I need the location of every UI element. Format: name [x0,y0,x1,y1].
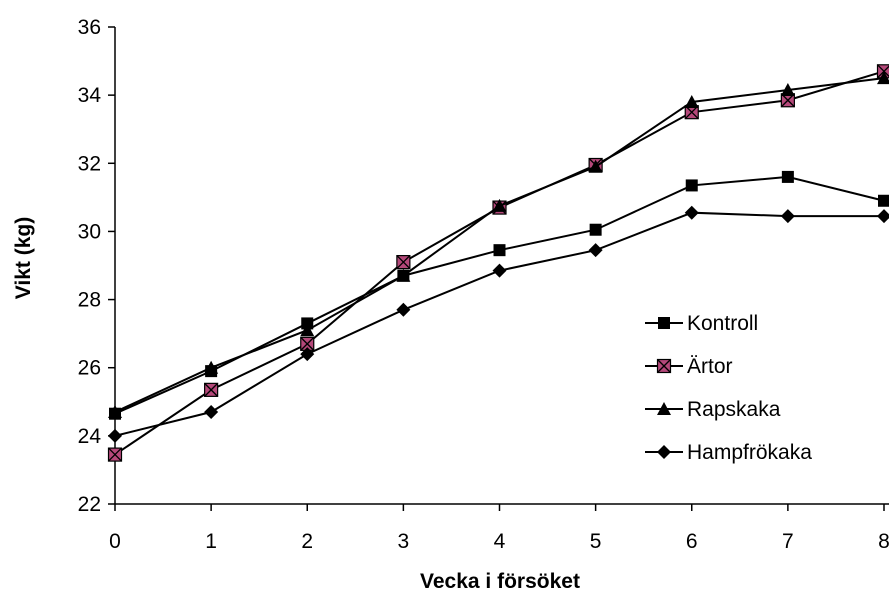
marker-cross [300,336,315,351]
data-point [685,179,698,192]
data-point [684,94,699,108]
data-point [108,428,122,443]
data-point [684,205,699,220]
data-point [204,405,219,420]
x-tick-label: 3 [398,530,410,553]
data-point [204,360,219,374]
x-tick-label: 0 [109,530,121,553]
x-tick-label: 4 [494,530,506,553]
marker-cross [396,255,411,270]
x-ticks: 0 1 2 3 4 5 6 7 8 [109,504,889,553]
axes [114,27,889,505]
data-point [396,302,411,317]
y-tick-label: 26 [78,357,101,380]
x-tick-label: 1 [205,530,217,553]
series-layer [107,64,889,462]
data-point [588,243,603,258]
data-point [780,83,795,97]
legend-marker [657,445,671,459]
legend-marker [656,358,672,374]
x-tick-label: 2 [301,530,313,553]
y-ticks: 22 24 26 28 30 32 34 36 [78,16,115,516]
legend-item: Rapskaka [645,398,781,421]
marker-cross [657,359,671,373]
legend-label: Rapskaka [687,398,781,421]
data-point [780,209,795,224]
marker-cross [204,382,219,397]
data-point [589,223,602,236]
x-axis-title: Vecka i försöket [420,570,580,593]
data-point [396,254,411,270]
x-tick-label: 8 [878,530,889,553]
y-tick-label: 34 [78,84,102,107]
legend-marker [658,317,670,329]
data-point [492,263,507,278]
data-point [492,198,507,212]
y-tick-label: 22 [78,493,101,516]
data-point [877,71,889,85]
data-point [204,382,219,397]
data-point [781,170,794,183]
data-point [878,194,889,207]
data-point [396,268,411,282]
legend-item: Hampfrökaka [645,441,812,464]
series-3 [108,205,889,443]
legend-label: Hampfrökaka [687,441,812,464]
marker-cross [108,447,122,462]
x-tick-label: 5 [590,530,602,553]
y-axis-title: Vikt (kg) [12,217,35,299]
data-point [300,347,315,362]
x-tick-label: 7 [782,530,794,553]
data-point [877,209,889,224]
data-point [108,405,122,419]
x-tick-label: 6 [686,530,698,553]
legend-marker [657,402,671,415]
legend-label: Kontroll [687,312,758,335]
data-point [588,159,603,173]
legend: Kontroll Ärtor Rapskaka Hampfrökaka [645,312,812,464]
y-tick-label: 36 [78,16,101,39]
data-point [300,323,315,337]
legend-item: Ärtor [645,355,733,378]
legend-label: Ärtor [687,355,733,378]
y-tick-label: 24 [78,425,102,448]
y-tick-label: 30 [78,220,101,243]
data-point [300,336,315,351]
y-tick-label: 28 [78,289,101,312]
legend-item: Kontroll [645,312,758,335]
series-2 [108,71,889,419]
data-point [107,447,123,462]
data-point [493,244,506,257]
y-tick-label: 32 [78,152,101,175]
